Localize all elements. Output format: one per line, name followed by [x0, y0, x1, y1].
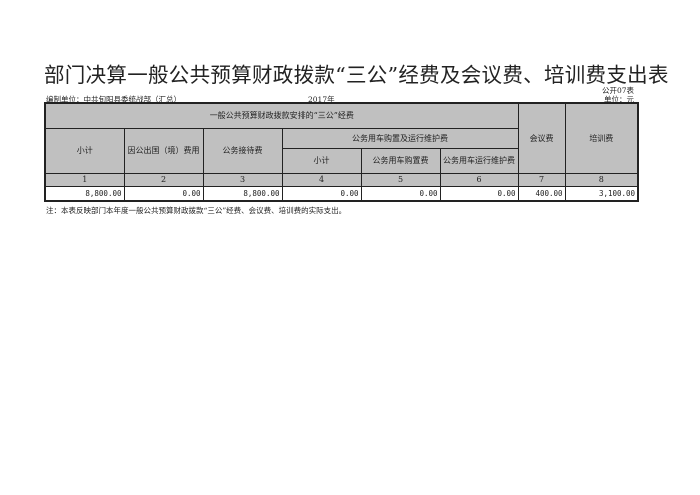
value-cell: 8,800.00 — [44, 185, 125, 201]
year-label: 2017年 — [308, 95, 335, 104]
number-row: 1 2 3 4 5 6 7 8 — [44, 172, 639, 187]
form-code: 公开07表 — [601, 86, 634, 95]
col-number: 2 — [123, 172, 204, 187]
col-number: 7 — [517, 172, 566, 187]
header-cell: 公务用车购置费 — [360, 147, 441, 174]
header-cell: 公务接待费 — [202, 127, 283, 174]
car-header: 公务用车购置及运行维护费 — [281, 127, 519, 149]
col-number: 4 — [281, 172, 362, 187]
header-cell: 公务用车运行维护费 — [439, 147, 519, 174]
value-cell: 0.00 — [360, 185, 441, 201]
value-cell: 0.00 — [123, 185, 204, 201]
page-title: 部门决算一般公共预算财政拨款“三公”经费及会议费、培训费支出表 — [44, 63, 669, 87]
header-cell: 培训费 — [564, 102, 639, 174]
org-label: 编制单位：中共旬阳县委统战部（汇总） — [46, 95, 181, 104]
value-cell: 0.00 — [281, 185, 362, 201]
col-number: 3 — [202, 172, 283, 187]
table-row: 8,800.00 0.00 8,800.00 0.00 0.00 0.00 40… — [44, 185, 639, 201]
group-header: 一般公共预算财政拨款安排的“三公”经费 — [44, 102, 519, 129]
value-cell: 8,800.00 — [202, 185, 283, 201]
value-cell: 3,100.00 — [564, 185, 639, 201]
col-number: 5 — [360, 172, 441, 187]
col-number: 1 — [44, 172, 125, 187]
unit-label: 单位：元 — [604, 95, 634, 104]
footnote: 注：本表反映部门本年度一般公共预算财政拨款“三公”经费、会议费、培训费的实际支出… — [46, 206, 347, 215]
value-cell: 0.00 — [439, 185, 519, 201]
header-cell: 小计 — [44, 127, 125, 174]
expense-table: 一般公共预算财政拨款安排的“三公”经费 会议费 培训费 小计 因公出国（境）费用… — [44, 102, 640, 202]
col-number: 8 — [564, 172, 639, 187]
col-number: 6 — [439, 172, 519, 187]
header-cell: 小计 — [281, 147, 362, 174]
value-cell: 400.00 — [517, 185, 566, 201]
header-cell: 因公出国（境）费用 — [123, 127, 204, 174]
header-cell: 会议费 — [517, 102, 566, 174]
